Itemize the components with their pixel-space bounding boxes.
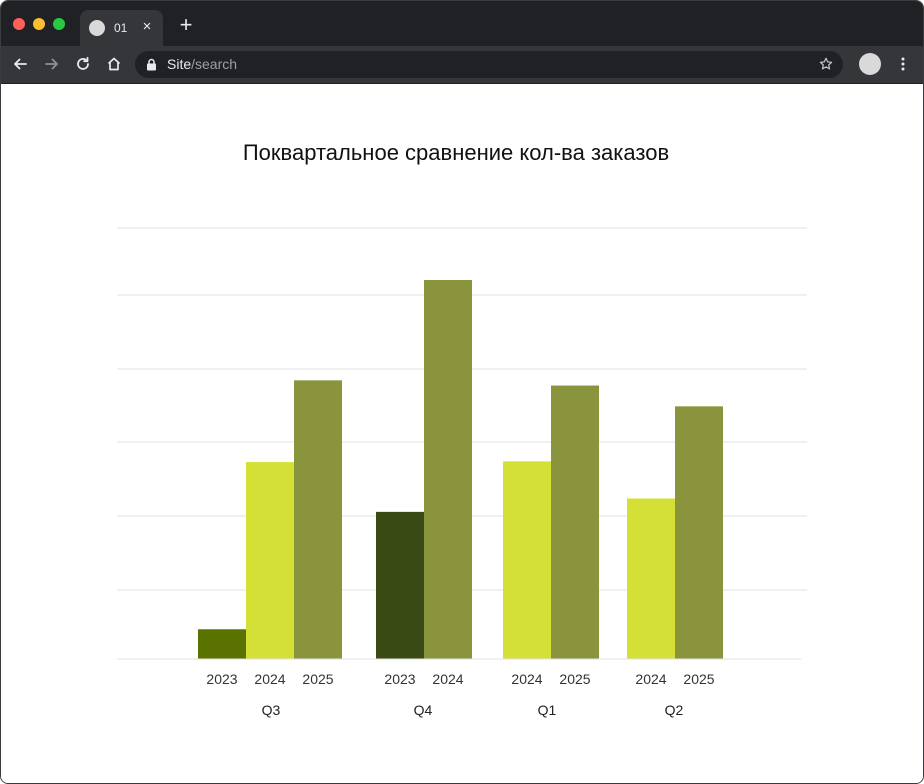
bar-q2-2024	[627, 498, 675, 659]
kebab-menu-icon[interactable]	[894, 55, 912, 73]
x-tick-label: 2025	[683, 671, 714, 687]
bar-q4-2023	[376, 511, 424, 659]
bar-q3-2025	[294, 380, 342, 659]
arrow-left-icon[interactable]	[9, 53, 31, 75]
chart-title: Поквартальное сравнение кол-ва заказов	[242, 140, 670, 165]
maximize-window-button[interactable]	[53, 18, 65, 30]
x-tick-label: 2024	[635, 671, 666, 687]
x-tick-label: 2024	[511, 671, 542, 687]
star-icon[interactable]	[819, 57, 833, 76]
favicon-icon	[89, 20, 105, 36]
url-host: Site	[167, 56, 192, 72]
bar-q3-2023	[198, 629, 246, 659]
url-path: /search	[191, 56, 238, 72]
url-text[interactable]: Site/search	[167, 56, 237, 73]
address-bar[interactable]: Site/search	[135, 51, 843, 78]
tab-strip: 01 × +	[1, 1, 923, 46]
minimize-window-button[interactable]	[33, 18, 45, 30]
x-tick-label: 2025	[559, 671, 590, 687]
browser-toolbar: Site/search	[1, 46, 923, 84]
reload-icon[interactable]	[72, 53, 94, 75]
group-label: Q3	[262, 702, 281, 718]
x-tick-label: 2025	[302, 671, 333, 687]
bar-q3-2024	[246, 462, 294, 659]
tab-title: 01	[114, 21, 128, 35]
bar-q4-2024	[424, 280, 472, 659]
x-tick-label: 2024	[254, 671, 285, 687]
group-label: Q4	[414, 702, 433, 718]
close-window-button[interactable]	[13, 18, 25, 30]
group-label: Q1	[538, 702, 557, 718]
new-tab-icon[interactable]: +	[179, 12, 193, 37]
lock-icon	[146, 58, 157, 76]
bar-q1-2025	[551, 385, 599, 659]
x-tick-label: 2023	[206, 671, 237, 687]
profile-avatar[interactable]	[859, 53, 881, 75]
bar-q1-2024	[503, 461, 551, 659]
arrow-right-icon[interactable]	[41, 53, 63, 75]
tab-active[interactable]: 01 ×	[80, 10, 163, 46]
x-tick-label: 2024	[432, 671, 463, 687]
x-tick-label: 2023	[384, 671, 415, 687]
page-content: Поквартальное сравнение кол-ва заказов 2…	[1, 84, 923, 783]
bar-q2-2025	[675, 406, 723, 659]
group-label: Q2	[665, 702, 684, 718]
tab-close-icon[interactable]: ×	[142, 18, 152, 35]
home-icon[interactable]	[103, 53, 125, 75]
